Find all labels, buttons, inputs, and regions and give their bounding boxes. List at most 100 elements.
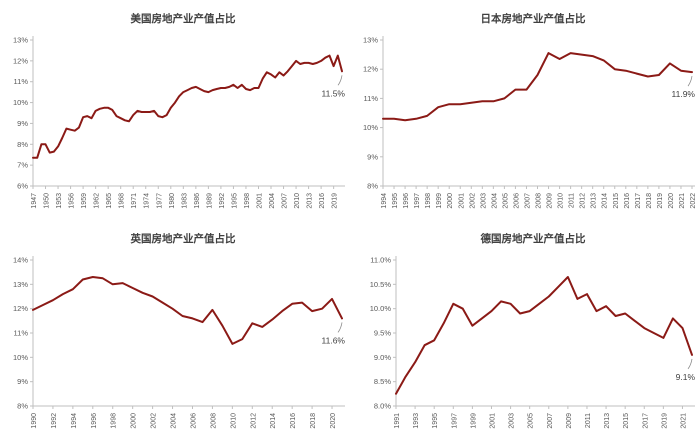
svg-text:2003: 2003 [509,413,516,429]
svg-text:2016: 2016 [290,413,297,429]
svg-text:2007: 2007 [282,193,289,209]
svg-text:9%: 9% [17,377,28,386]
svg-text:2001: 2001 [489,413,496,429]
svg-text:2003: 2003 [480,193,487,209]
line-plot-us: 13% 12% 11% 10% 9% 8% 7% 6%1947 1950 1953 1956 1959… [13,36,345,209]
svg-text:2017: 2017 [635,193,642,209]
svg-text:1962: 1962 [94,193,101,209]
svg-text:6%: 6% [17,182,28,191]
svg-text:1980: 1980 [169,193,176,209]
svg-text:1968: 1968 [119,193,126,209]
svg-text:2019: 2019 [661,413,668,429]
svg-text:1997: 1997 [414,193,421,209]
svg-text:1994: 1994 [381,193,388,209]
chart-title-japan: 日本房地产业产值占比 [481,12,586,25]
svg-text:13%: 13% [13,36,28,45]
svg-text:11.0%: 11.0% [370,256,391,265]
svg-text:1990: 1990 [31,413,38,429]
svg-text:2012: 2012 [250,413,257,429]
svg-text:2010: 2010 [558,193,565,209]
svg-text:2004: 2004 [171,413,178,429]
svg-text:2002: 2002 [469,193,476,209]
svg-text:13%: 13% [363,36,378,45]
svg-text:2001: 2001 [458,193,465,209]
svg-text:9.0%: 9.0% [374,353,391,362]
svg-text:2006: 2006 [513,193,520,209]
svg-text:2012: 2012 [580,193,587,209]
svg-text:1971: 1971 [131,193,138,209]
svg-text:1986: 1986 [194,193,201,209]
svg-text:1995: 1995 [432,413,439,429]
svg-text:2016: 2016 [624,193,631,209]
svg-text:1950: 1950 [44,193,51,209]
svg-text:7%: 7% [17,161,28,170]
svg-text:1997: 1997 [451,413,458,429]
svg-text:8.5%: 8.5% [374,377,391,386]
svg-text:2009: 2009 [547,193,554,209]
svg-text:2008: 2008 [536,193,543,209]
svg-text:2007: 2007 [547,413,554,429]
svg-text:2017: 2017 [642,413,649,429]
line-plot-germany: 11.0% 10.5% 10.0% 9.5% 9.0% 8.5% 8.0%1991 1993 1… [370,256,696,429]
svg-text:1993: 1993 [413,413,420,429]
svg-text:9.1%: 9.1% [676,372,696,382]
svg-text:1989: 1989 [206,193,213,209]
svg-text:2015: 2015 [623,413,630,429]
svg-text:2005: 2005 [502,193,509,209]
svg-text:2004: 2004 [269,193,276,209]
svg-text:9%: 9% [17,119,28,128]
svg-text:11.6%: 11.6% [322,335,346,345]
svg-text:2013: 2013 [307,193,314,209]
svg-text:2004: 2004 [491,193,498,209]
svg-text:1994: 1994 [71,413,78,429]
svg-text:2015: 2015 [613,193,620,209]
svg-text:1983: 1983 [181,193,188,209]
svg-text:8%: 8% [17,402,28,411]
svg-text:1995: 1995 [231,193,238,209]
svg-text:1998: 1998 [425,193,432,209]
svg-text:2014: 2014 [602,193,609,209]
svg-text:2016: 2016 [319,193,326,209]
svg-text:2010: 2010 [230,413,237,429]
chart-us-real-estate-share: 美国房地产业产值占比 13% 12% 11% 10% 9% 8% 7% 6% 1947 1950 1… [0,0,350,220]
svg-text:1999: 1999 [470,413,477,429]
svg-text:2021: 2021 [679,193,686,209]
line-plot-japan: 13% 12% 11% 10% 9% 8%1994 1995 1996 1997 1998 1999… [363,36,697,209]
svg-text:2020: 2020 [330,413,337,429]
svg-text:1974: 1974 [144,193,151,209]
svg-text:2009: 2009 [566,413,573,429]
svg-text:2013: 2013 [604,413,611,429]
svg-text:2011: 2011 [569,193,576,208]
chart-title-us: 美国房地产业产值占比 [131,12,236,25]
svg-text:2001: 2001 [256,193,263,209]
svg-text:13%: 13% [13,280,28,289]
svg-text:11.9%: 11.9% [672,89,696,99]
svg-text:1959: 1959 [81,193,88,209]
svg-text:11%: 11% [364,94,379,103]
svg-text:2021: 2021 [680,413,687,429]
svg-text:11.5%: 11.5% [322,88,346,98]
svg-text:2005: 2005 [528,413,535,429]
svg-text:2018: 2018 [646,193,653,209]
svg-text:12%: 12% [13,56,28,65]
svg-text:1999: 1999 [436,193,443,209]
svg-text:11%: 11% [14,77,29,86]
svg-text:9.5%: 9.5% [374,329,391,338]
chart-japan-real-estate-share: 日本房地产业产值占比 13% 12% 11% 10% 9% 8% 1994 1995 1996 1… [350,0,700,220]
svg-text:1998: 1998 [111,413,118,429]
svg-text:8.0%: 8.0% [374,402,391,411]
svg-text:1995: 1995 [392,193,399,209]
svg-text:1996: 1996 [403,193,410,209]
chart-germany-real-estate-share: 德国房地产业产值占比 11.0% 10.5% 10.0% 9.5% 9.0% 8.5% 8.… [350,220,700,440]
chart-uk-real-estate-share: 英国房地产业产值占比 14% 13% 12% 11% 10% 9% 8% 1990 1992 19… [0,220,350,440]
svg-text:12%: 12% [13,304,28,313]
svg-text:2018: 2018 [310,413,317,429]
svg-text:2000: 2000 [131,413,138,429]
svg-text:9%: 9% [367,152,378,161]
svg-text:1953: 1953 [56,193,63,209]
svg-text:10.0%: 10.0% [370,304,392,313]
svg-text:2019: 2019 [332,193,339,209]
svg-text:2002: 2002 [151,413,158,429]
svg-text:1992: 1992 [219,193,226,209]
